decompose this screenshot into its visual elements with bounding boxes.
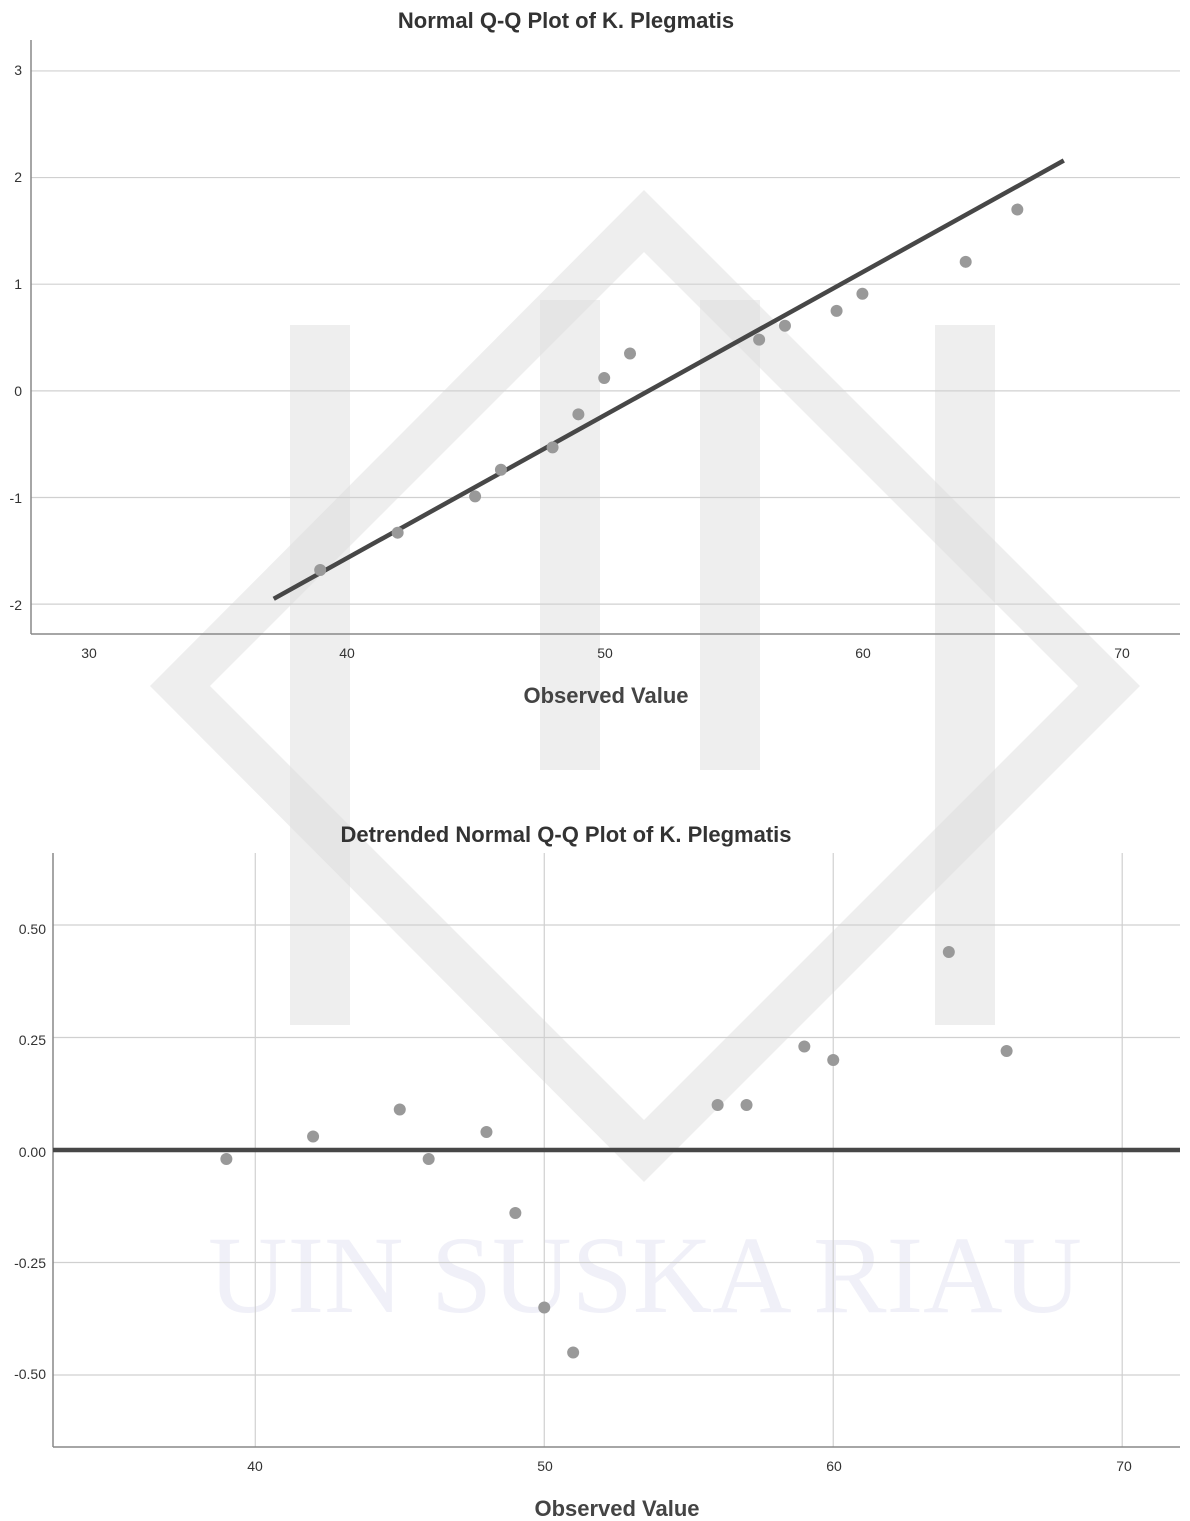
y-tick-label: 0.00	[19, 1144, 46, 1160]
data-point	[393, 1103, 406, 1116]
qq-plot-gridlines	[31, 70, 1180, 605]
x-tick-label: 60	[826, 1458, 842, 1474]
data-point	[856, 287, 869, 300]
y-tick-label: 1	[14, 276, 22, 292]
y-tick-label: -1	[10, 490, 23, 506]
data-point	[598, 372, 611, 385]
data-point	[1011, 203, 1024, 216]
x-tick-label: 70	[1116, 1458, 1132, 1474]
data-point	[314, 564, 327, 577]
data-point	[480, 1126, 493, 1138]
qq-plot-axes	[30, 40, 1180, 635]
detrended-qq-plot-title: Detrended Normal Q-Q Plot of K. Plegmati…	[340, 822, 791, 847]
qq-plot: Normal Q-Q Plot of K. Plegmatis 3 2 1 0 …	[10, 8, 1180, 708]
data-point	[546, 441, 559, 454]
data-point	[567, 1346, 580, 1359]
qq-plot-y-ticks: 3 2 1 0 -1 -2	[10, 62, 23, 613]
x-tick-label: 30	[81, 645, 97, 661]
y-tick-label: 3	[14, 62, 22, 78]
data-point	[959, 255, 972, 268]
data-point	[422, 1153, 435, 1165]
y-tick-label: 0	[14, 383, 22, 399]
data-point	[494, 463, 507, 476]
reference-line	[272, 158, 1065, 601]
data-point	[469, 490, 482, 503]
data-point	[942, 946, 955, 958]
watermark-logo	[150, 190, 1140, 1182]
detrended-qq-plot-points	[220, 946, 1013, 1359]
data-point	[391, 526, 404, 539]
data-point	[711, 1099, 724, 1111]
detrended-qq-plot: Detrended Normal Q-Q Plot of K. Plegmati…	[14, 822, 1180, 1521]
data-point	[509, 1207, 522, 1219]
data-point	[307, 1130, 320, 1143]
data-point	[220, 1153, 233, 1165]
data-point	[830, 304, 843, 317]
x-tick-label: 70	[1114, 645, 1130, 661]
data-point	[740, 1099, 753, 1111]
data-point	[753, 333, 766, 346]
qq-plot-points	[314, 203, 1024, 577]
data-point	[778, 319, 791, 332]
data-point	[624, 347, 637, 360]
x-tick-label: 50	[537, 1458, 553, 1474]
detrended-qq-plot-x-ticks: 40 50 60 70	[247, 1458, 1132, 1474]
data-point	[1000, 1045, 1013, 1057]
qq-plot-title: Normal Q-Q Plot of K. Plegmatis	[398, 8, 734, 33]
x-tick-label: 40	[247, 1458, 263, 1474]
data-point	[572, 408, 585, 421]
y-tick-label: 0.50	[19, 921, 46, 937]
y-tick-label: 0.25	[19, 1032, 46, 1048]
x-tick-label: 40	[339, 645, 355, 661]
data-point	[827, 1054, 840, 1066]
data-point	[798, 1040, 811, 1053]
x-tick-label: 50	[597, 645, 613, 661]
qq-plot-x-axis-label: Observed Value	[523, 683, 688, 708]
data-point	[538, 1301, 551, 1314]
y-tick-label: -0.50	[14, 1366, 46, 1382]
y-tick-label: 2	[14, 169, 22, 185]
watermark-text: UIN SUSKA RIAU	[208, 1214, 1082, 1336]
detrended-qq-plot-y-ticks: 0.50 0.25 0.00 -0.25 -0.50	[14, 921, 46, 1382]
x-tick-label: 60	[855, 645, 871, 661]
y-tick-label: -2	[10, 597, 23, 613]
detrended-qq-plot-x-axis-label: Observed Value	[534, 1496, 699, 1521]
qq-plot-reference-line	[272, 158, 1065, 601]
y-tick-label: -0.25	[14, 1255, 46, 1271]
qq-plot-x-ticks: 30 40 50 60 70	[81, 645, 1130, 661]
